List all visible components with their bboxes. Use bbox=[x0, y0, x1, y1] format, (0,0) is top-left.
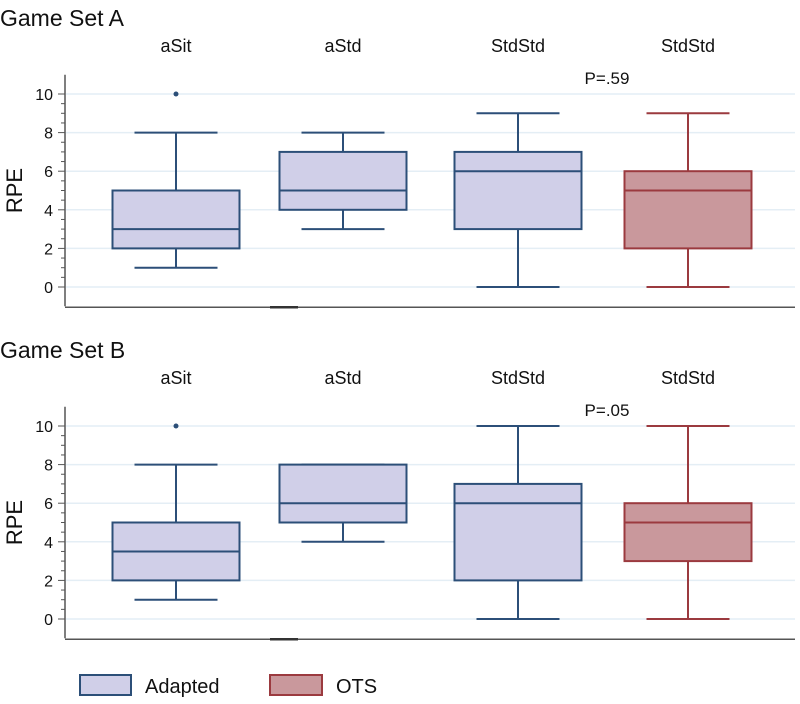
category-label: aStd bbox=[324, 368, 361, 388]
legend-label-adapted: Adapted bbox=[145, 676, 220, 698]
category-label: StdStd bbox=[491, 368, 545, 388]
y-tick-label: 8 bbox=[44, 458, 53, 475]
iqr-box bbox=[453, 482, 583, 582]
box-asit bbox=[111, 91, 241, 269]
p-value-annotation: P=.59 bbox=[585, 69, 630, 88]
y-axis-label: RPE bbox=[2, 168, 27, 213]
box-stdstd bbox=[623, 112, 753, 288]
iqr-box bbox=[623, 170, 753, 250]
iqr-box bbox=[111, 189, 241, 250]
y-tick-label: 0 bbox=[44, 280, 53, 297]
y-tick-label: 10 bbox=[35, 419, 53, 436]
y-tick-label: 6 bbox=[44, 496, 53, 513]
box-astd bbox=[278, 131, 408, 231]
category-label: aSit bbox=[160, 36, 191, 56]
y-tick-label: 10 bbox=[35, 87, 53, 104]
y-tick-label: 8 bbox=[44, 126, 53, 143]
box-stdstd bbox=[623, 425, 753, 620]
outlier-point bbox=[173, 423, 179, 429]
panel-b: Game Set B aSit aStd StdStd StdStd P=.05 0 2 4 6 8… bbox=[0, 337, 795, 641]
category-label: StdStd bbox=[661, 368, 715, 388]
box-stdstd bbox=[453, 112, 583, 288]
iqr-box bbox=[278, 463, 408, 524]
panel-title: Game Set B bbox=[0, 337, 125, 363]
box-asit bbox=[111, 423, 241, 601]
category-label: aStd bbox=[324, 36, 361, 56]
box-stdstd bbox=[453, 425, 583, 620]
y-tick-label: 2 bbox=[44, 241, 53, 258]
category-label: StdStd bbox=[661, 36, 715, 56]
y-tick-label: 4 bbox=[44, 535, 53, 552]
outlier-point bbox=[173, 91, 179, 97]
box-astd bbox=[278, 463, 408, 543]
y-tick-label: 0 bbox=[44, 612, 53, 629]
category-label: StdStd bbox=[491, 36, 545, 56]
category-label: aSit bbox=[160, 368, 191, 388]
y-tick-label: 6 bbox=[44, 164, 53, 181]
panel-title: Game Set A bbox=[0, 5, 125, 31]
legend: Adapted OTS bbox=[79, 674, 377, 698]
legend-swatch-ots bbox=[269, 674, 323, 696]
y-tick-label: 4 bbox=[44, 203, 53, 220]
panel-a: Game Set A aSit aStd StdStd StdStd P=.59 0 2 4 6 8… bbox=[0, 5, 795, 309]
iqr-box bbox=[278, 150, 408, 211]
legend-swatch-adapted bbox=[79, 674, 132, 696]
p-value-annotation: P=.05 bbox=[585, 401, 630, 420]
y-tick-label: 2 bbox=[44, 573, 53, 590]
y-axis-label: RPE bbox=[2, 500, 27, 545]
iqr-box bbox=[623, 502, 753, 563]
iqr-box bbox=[453, 150, 583, 231]
legend-label-ots: OTS bbox=[336, 676, 377, 698]
